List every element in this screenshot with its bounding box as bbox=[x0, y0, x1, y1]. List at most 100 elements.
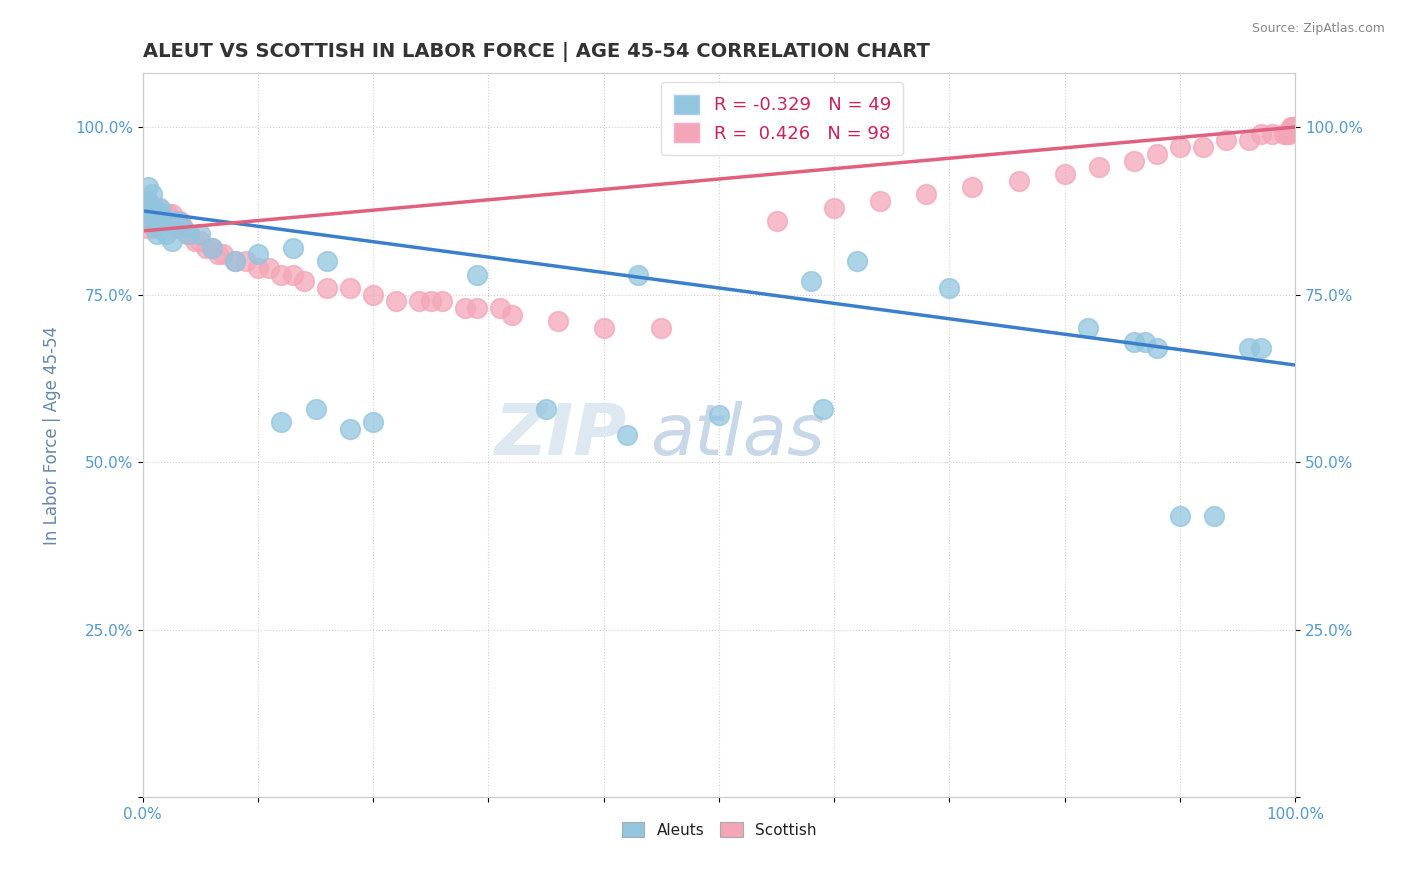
Point bbox=[823, 201, 845, 215]
Point bbox=[419, 294, 441, 309]
Point bbox=[1275, 127, 1298, 141]
Point bbox=[1168, 508, 1191, 523]
Point bbox=[281, 268, 304, 282]
Point bbox=[177, 227, 200, 242]
Point bbox=[385, 294, 408, 309]
Point bbox=[138, 207, 160, 221]
Point bbox=[142, 207, 165, 221]
Point bbox=[141, 214, 163, 228]
Point bbox=[139, 214, 162, 228]
Point bbox=[650, 321, 672, 335]
Point bbox=[270, 268, 292, 282]
Point bbox=[259, 260, 281, 275]
Point bbox=[1122, 334, 1144, 349]
Point bbox=[207, 247, 229, 261]
Point bbox=[465, 268, 488, 282]
Point bbox=[765, 214, 787, 228]
Point bbox=[1250, 341, 1272, 355]
Point bbox=[224, 254, 246, 268]
Point bbox=[962, 180, 984, 194]
Point bbox=[145, 207, 167, 221]
Point bbox=[1192, 140, 1215, 154]
Point bbox=[201, 241, 224, 255]
Point bbox=[1282, 120, 1305, 134]
Point bbox=[155, 227, 177, 242]
Point bbox=[592, 321, 614, 335]
Point bbox=[138, 194, 160, 208]
Point bbox=[1088, 161, 1111, 175]
Point bbox=[534, 401, 557, 416]
Point bbox=[915, 187, 938, 202]
Point bbox=[339, 281, 361, 295]
Point bbox=[139, 214, 162, 228]
Text: ALEUT VS SCOTTISH IN LABOR FORCE | AGE 45-54 CORRELATION CHART: ALEUT VS SCOTTISH IN LABOR FORCE | AGE 4… bbox=[143, 42, 929, 62]
Point bbox=[138, 180, 160, 194]
Point bbox=[281, 241, 304, 255]
Point bbox=[138, 214, 160, 228]
Point bbox=[136, 207, 159, 221]
Point bbox=[1077, 321, 1099, 335]
Point bbox=[408, 294, 430, 309]
Y-axis label: In Labor Force | Age 45-54: In Labor Force | Age 45-54 bbox=[44, 326, 60, 545]
Point bbox=[152, 214, 174, 228]
Legend: Aleuts, Scottish: Aleuts, Scottish bbox=[616, 816, 823, 844]
Point bbox=[183, 234, 205, 248]
Point bbox=[160, 234, 183, 248]
Point bbox=[1284, 120, 1306, 134]
Point bbox=[143, 220, 166, 235]
Point bbox=[846, 254, 869, 268]
Point bbox=[177, 227, 200, 242]
Point bbox=[432, 294, 454, 309]
Point bbox=[1277, 127, 1299, 141]
Point bbox=[145, 227, 167, 242]
Point bbox=[142, 201, 165, 215]
Point bbox=[188, 234, 211, 248]
Point bbox=[1282, 120, 1305, 134]
Point bbox=[1250, 127, 1272, 141]
Point bbox=[1278, 127, 1301, 141]
Point bbox=[152, 207, 174, 221]
Point bbox=[339, 422, 361, 436]
Point bbox=[454, 301, 477, 315]
Point bbox=[1237, 341, 1260, 355]
Point bbox=[1281, 120, 1303, 134]
Point bbox=[136, 220, 159, 235]
Point bbox=[1261, 127, 1284, 141]
Point bbox=[169, 214, 191, 228]
Point bbox=[1284, 120, 1306, 134]
Point bbox=[938, 281, 960, 295]
Point bbox=[157, 207, 180, 221]
Point bbox=[134, 207, 156, 221]
Point bbox=[1204, 508, 1226, 523]
Point bbox=[1122, 153, 1144, 168]
Point bbox=[1146, 341, 1168, 355]
Point bbox=[148, 220, 170, 235]
Point bbox=[304, 401, 326, 416]
Point bbox=[547, 314, 569, 328]
Point bbox=[1053, 167, 1076, 181]
Point bbox=[145, 214, 167, 228]
Point bbox=[146, 214, 169, 228]
Point bbox=[1168, 140, 1191, 154]
Point bbox=[246, 247, 269, 261]
Point bbox=[1007, 174, 1029, 188]
Text: ZIP: ZIP bbox=[495, 401, 627, 470]
Point bbox=[292, 274, 315, 288]
Point bbox=[146, 201, 169, 215]
Point bbox=[157, 214, 180, 228]
Text: atlas: atlas bbox=[650, 401, 824, 470]
Point bbox=[149, 214, 172, 228]
Point bbox=[172, 220, 194, 235]
Point bbox=[1284, 120, 1306, 134]
Point bbox=[224, 254, 246, 268]
Point bbox=[150, 214, 173, 228]
Point bbox=[139, 201, 162, 215]
Point bbox=[153, 214, 176, 228]
Point bbox=[212, 247, 235, 261]
Point bbox=[155, 207, 177, 221]
Point bbox=[316, 281, 339, 295]
Point bbox=[616, 428, 638, 442]
Point bbox=[145, 207, 167, 221]
Point bbox=[159, 214, 181, 228]
Point bbox=[146, 207, 169, 221]
